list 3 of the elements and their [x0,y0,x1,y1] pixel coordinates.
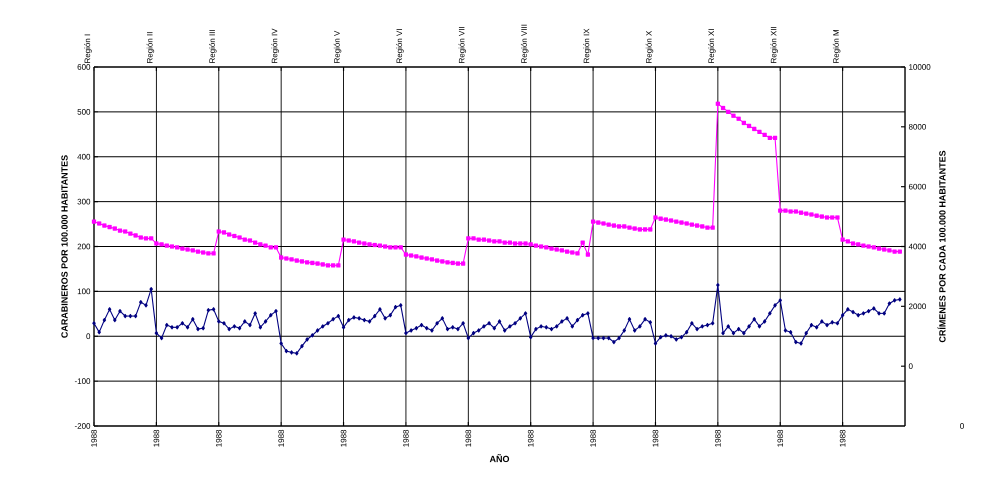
y-axis-title: CARABINEROS POR 100.000 HABITANTES [61,155,68,338]
x-axis-title: AÑO [490,454,510,462]
y2-axis-title: CRÍMENES POR CADA 100.000 HABITANTES [938,150,946,342]
